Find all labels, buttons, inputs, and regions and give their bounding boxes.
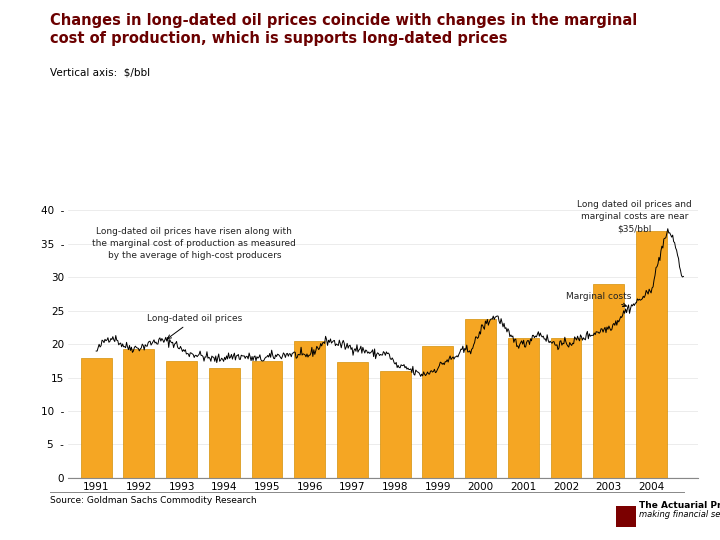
Bar xyxy=(81,357,112,478)
Bar xyxy=(209,368,240,478)
Text: Long dated oil prices and
marginal costs are near
$35/bbl: Long dated oil prices and marginal costs… xyxy=(577,200,692,233)
Text: Changes in long-dated oil prices coincide with changes in the marginal: Changes in long-dated oil prices coincid… xyxy=(50,14,638,29)
Bar xyxy=(124,349,154,478)
Bar xyxy=(636,231,667,478)
Text: Source: Goldman Sachs Commodity Research: Source: Goldman Sachs Commodity Research xyxy=(50,496,257,505)
Bar xyxy=(166,361,197,478)
Text: Long-dated oil prices: Long-dated oil prices xyxy=(148,314,243,339)
Bar xyxy=(465,320,496,478)
Bar xyxy=(337,362,368,478)
Bar xyxy=(379,371,410,478)
Text: cost of production, which is supports long-dated prices: cost of production, which is supports lo… xyxy=(50,31,508,46)
Bar xyxy=(593,284,624,478)
Bar xyxy=(551,338,581,478)
Bar xyxy=(294,341,325,478)
Text: Marginal costs: Marginal costs xyxy=(566,292,631,307)
Text: Long-dated oil prices have risen along with
the marginal cost of production as m: Long-dated oil prices have risen along w… xyxy=(92,227,297,260)
Text: making financial sense of the future: making financial sense of the future xyxy=(639,510,720,519)
Bar xyxy=(423,346,453,478)
Bar xyxy=(508,338,539,478)
Bar xyxy=(251,361,282,478)
Text: Vertical axis:  $/bbl: Vertical axis: $/bbl xyxy=(50,68,150,78)
Text: The Actuarial Profession: The Actuarial Profession xyxy=(639,501,720,510)
